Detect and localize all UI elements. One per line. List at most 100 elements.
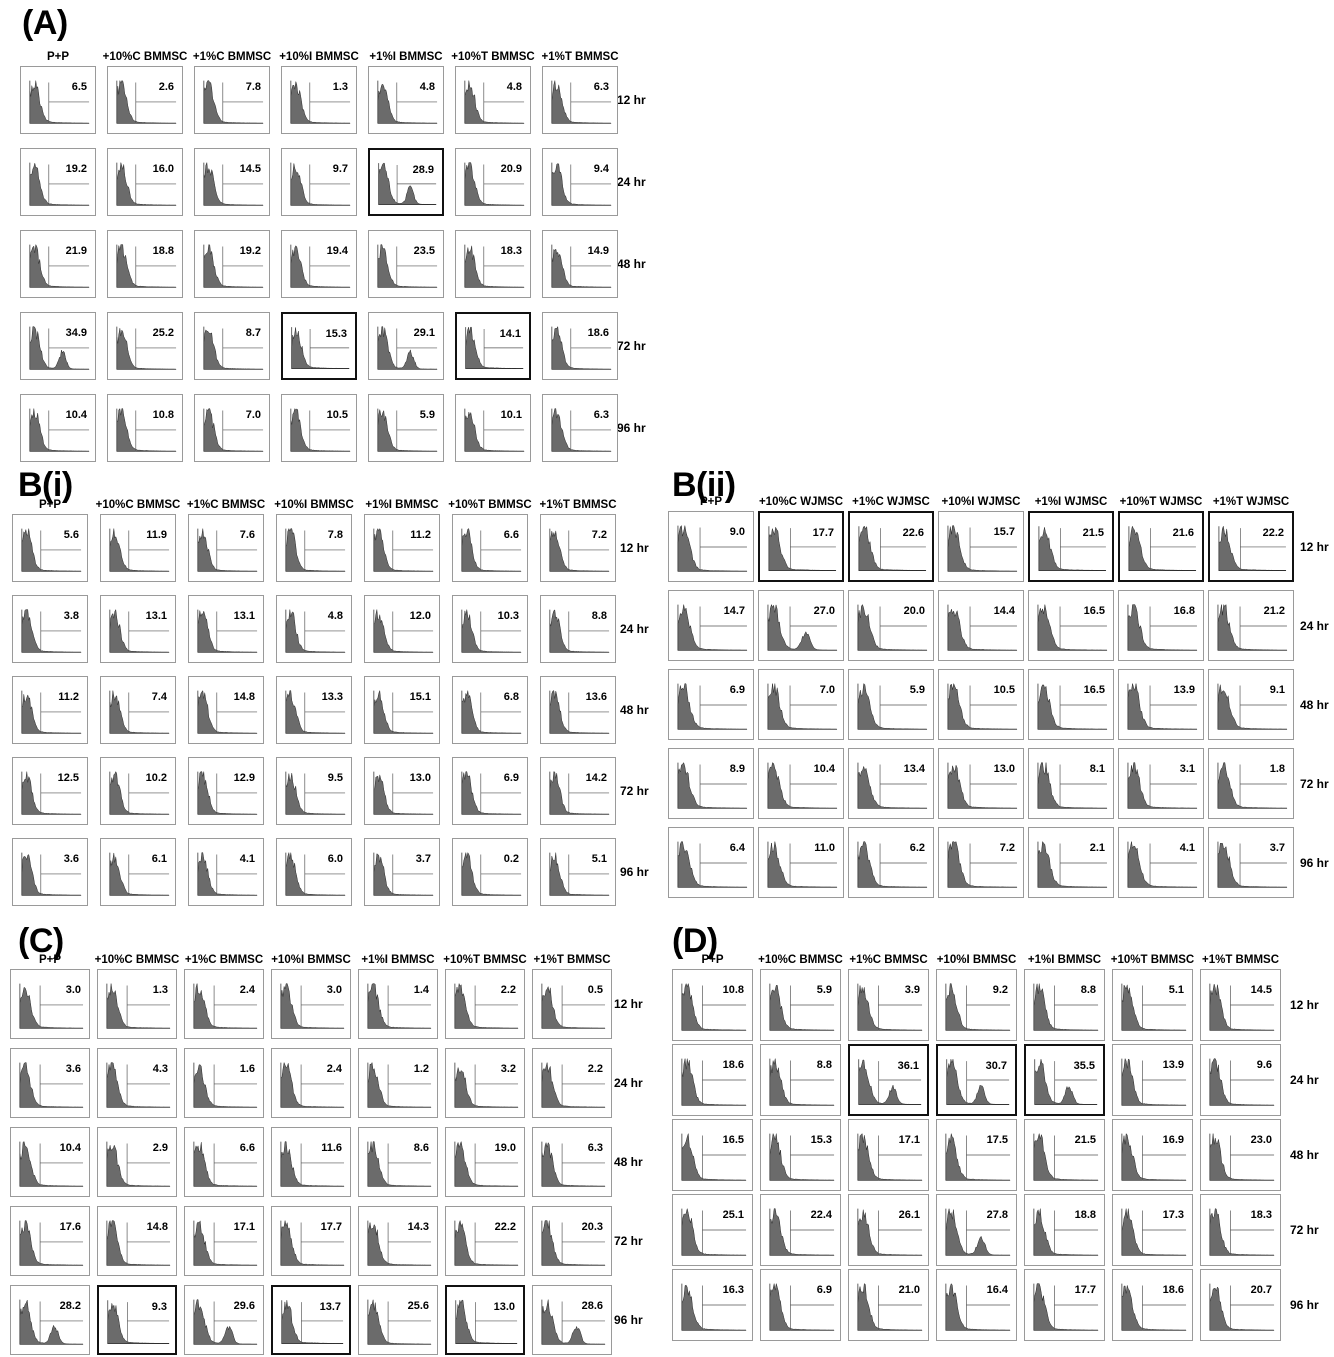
histogram-curve (769, 1283, 835, 1331)
histogram-plot (677, 604, 748, 651)
column-header: +10%I BMMSC (936, 954, 1017, 966)
percentage-value: 19.2 (65, 163, 87, 175)
gate-marker (879, 843, 927, 888)
gate-marker (790, 1285, 835, 1331)
gate-marker (1059, 764, 1107, 809)
histogram-plot (454, 1062, 519, 1108)
gate-marker (483, 329, 524, 369)
gate-marker (396, 165, 437, 205)
gate-marker (966, 1285, 1011, 1331)
gate-marker (309, 329, 350, 369)
histogram-plot (106, 1062, 171, 1108)
histogram-curve (1037, 762, 1108, 809)
histogram-cell: 8.1 (1028, 748, 1114, 819)
histogram-curve (373, 853, 434, 896)
percentage-value: 3.8 (63, 610, 79, 622)
gate-marker (1149, 685, 1197, 730)
percentage-value: 13.3 (321, 691, 343, 703)
gate-marker (216, 773, 258, 815)
histogram-curve (768, 526, 837, 571)
gate-marker (480, 692, 522, 734)
histogram-plot (857, 683, 928, 730)
percentage-value: 16.4 (986, 1284, 1008, 1296)
histogram-cell: 22.2 (445, 1206, 525, 1276)
percentage-value: 29.6 (233, 1300, 255, 1312)
histogram-curve (767, 762, 838, 809)
histogram-cell: 9.5 (276, 757, 352, 825)
histogram-plot (367, 983, 432, 1029)
histogram-cell: 10.4 (758, 748, 844, 819)
histogram-cell: 1.4 (358, 969, 438, 1039)
percentage-value: 9.0 (729, 526, 745, 538)
gate-marker (1230, 985, 1275, 1031)
row-label: 12 hr (1290, 998, 1319, 1012)
percentage-value: 8.9 (729, 763, 745, 775)
histogram-plot (116, 244, 177, 288)
row-label: 12 hr (1300, 539, 1329, 554)
histogram-cell: 6.9 (760, 1269, 841, 1341)
histogram-curve (280, 983, 345, 1029)
histogram-curve (116, 244, 177, 288)
gate-marker (699, 685, 747, 730)
gate-marker (480, 773, 522, 815)
histogram-plot (1217, 762, 1288, 809)
histogram-plot (947, 525, 1018, 572)
histogram-plot (767, 841, 838, 888)
histogram-cell: 16.3 (672, 1269, 753, 1341)
percentage-value: 11.2 (410, 529, 431, 541)
histogram-curve (857, 841, 928, 888)
gate-marker (126, 1064, 171, 1108)
percentage-value: 20.9 (500, 163, 522, 175)
percentage-value: 1.6 (239, 1063, 255, 1075)
histogram-plot (549, 771, 610, 815)
histogram-plot (549, 609, 610, 653)
column-header: +10%C BMMSC (94, 954, 180, 966)
percentage-value: 19.0 (494, 1142, 516, 1154)
histogram-curve (21, 771, 82, 815)
histogram-cell: 11.6 (271, 1127, 351, 1197)
histogram-cell: 2.1 (1028, 827, 1114, 898)
percentage-value: 13.9 (1173, 684, 1195, 696)
histogram-curve (947, 682, 1018, 730)
histogram-cell: 1.6 (184, 1048, 264, 1118)
percentage-value: 17.3 (1162, 1209, 1184, 1221)
gate-marker (474, 985, 519, 1029)
histogram-curve (551, 163, 612, 206)
histogram-plot (290, 408, 351, 452)
gate-marker (213, 1064, 258, 1108)
histogram-curve (541, 1062, 606, 1108)
histogram-curve (677, 841, 748, 888)
gate-marker (387, 985, 432, 1029)
histogram-curve (681, 1058, 747, 1106)
percentage-value: 15.3 (325, 328, 347, 340)
gate-marker (570, 328, 612, 370)
histogram-plot (947, 682, 1018, 730)
histogram-curve (947, 608, 1018, 651)
gate-marker (304, 611, 346, 653)
histogram-plot (1209, 1058, 1275, 1106)
histogram-plot (454, 1219, 519, 1266)
percentage-value: 14.5 (239, 163, 261, 175)
percentage-value: 5.9 (816, 984, 832, 996)
histogram-plot (461, 609, 522, 653)
histogram-curve (29, 163, 90, 206)
histogram-cell: 17.7 (758, 511, 844, 582)
column-header: +10%C BMMSC (102, 51, 188, 63)
percentage-value: 3.0 (65, 984, 81, 996)
histogram-cell: 3.1 (1118, 748, 1204, 819)
histogram-curve (21, 609, 82, 653)
histogram-curve (193, 1142, 258, 1187)
histogram-plot (29, 243, 90, 288)
histogram-plot (116, 80, 177, 124)
gate-marker (301, 1302, 344, 1344)
percentage-value: 12.0 (409, 610, 431, 622)
percentage-value: 0.5 (587, 984, 603, 996)
histogram-cell: 35.5 (1024, 1044, 1105, 1116)
histogram-cell: 14.1 (455, 312, 531, 380)
column-header: +10%C WJMSC (758, 496, 844, 508)
percentage-value: 18.8 (152, 245, 174, 257)
histogram-plot (285, 852, 346, 896)
percentage-value: 8.6 (413, 1142, 429, 1154)
histogram-plot (367, 1061, 432, 1108)
percentage-value: 11.0 (814, 842, 835, 854)
